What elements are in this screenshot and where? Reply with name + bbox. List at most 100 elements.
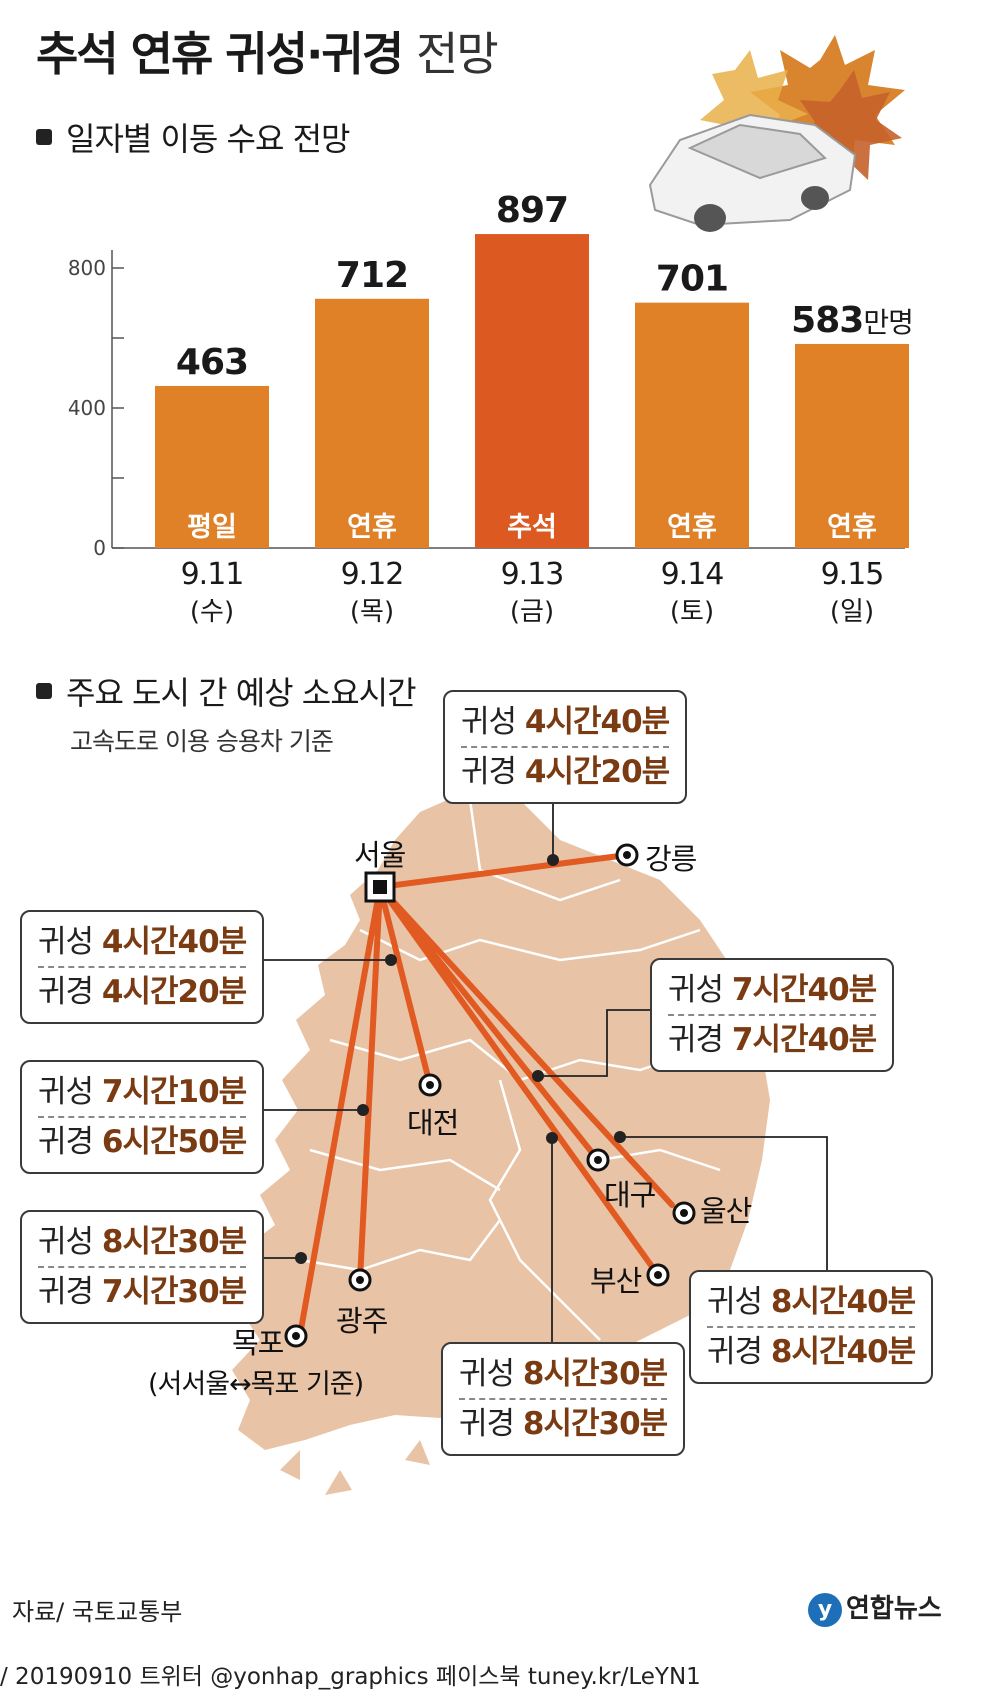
city-daegu: 대구 (604, 1178, 656, 1212)
mokpo-out-time: 8시간30분 (101, 1224, 247, 1260)
x-date-label: 9.14 (661, 557, 724, 592)
callout-busan: 귀성 8시간30분 귀경 8시간30분 (441, 1342, 686, 1456)
gangneung-out-time: 4시간40분 (524, 704, 670, 740)
x-weekday-label: (수) (190, 597, 234, 627)
x-weekday-label: (목) (350, 597, 394, 627)
unit-label: 만명 (863, 306, 913, 339)
label-out: 귀성 (38, 924, 94, 960)
bar (635, 302, 749, 548)
label-out: 귀성 (38, 1074, 94, 1110)
city-markers (284, 843, 696, 1348)
bar-value-label: 712 (336, 255, 408, 296)
city-seoul: 서울 (354, 838, 406, 872)
bar (155, 385, 269, 548)
car-leaves-illustration (648, 35, 905, 232)
city-mokpo: 목포 (232, 1326, 284, 1360)
x-date-label: 9.11 (181, 557, 244, 592)
daegu-back-time: 7시간40분 (731, 1022, 877, 1058)
bar-value-label: 897 (496, 190, 568, 231)
label-out: 귀성 (668, 972, 724, 1008)
bar-period-label: 연휴 (667, 512, 717, 543)
label-back: 귀경 (38, 1274, 94, 1310)
callout-daejeon: 귀성 4시간40분 귀경 4시간20분 (20, 910, 265, 1024)
daegu-marker-icon (586, 1148, 610, 1172)
title-light: 전망 (416, 27, 499, 81)
title-main: 추석 연휴 귀성·귀경 (36, 27, 404, 81)
y-tick-label: 800 (68, 256, 106, 280)
route-lines (297, 852, 675, 1338)
y-tick-label: 0 (93, 536, 106, 560)
label-back: 귀경 (38, 974, 94, 1010)
bar-period-label: 연휴 (347, 512, 397, 543)
daejeon-marker-icon (418, 1073, 442, 1097)
x-weekday-label: (토) (670, 597, 714, 627)
mokpo-back-time: 7시간30분 (101, 1274, 247, 1310)
busan-back-time: 8시간30분 (522, 1406, 668, 1442)
x-date-label: 9.15 (821, 557, 884, 592)
gwangju-out-time: 7시간10분 (101, 1074, 247, 1110)
bullet-square-icon (36, 683, 52, 699)
label-back: 귀경 (459, 1406, 515, 1442)
label-out: 귀성 (38, 1224, 94, 1260)
yonhap-mark-icon: y (808, 1592, 842, 1627)
bullet-square-icon (36, 129, 52, 145)
x-date-label: 9.13 (501, 557, 564, 592)
callout-daegu: 귀성 7시간40분 귀경 7시간40분 (650, 958, 895, 1072)
label-back: 귀경 (461, 754, 517, 790)
callout-gwangju: 귀성 7시간10분 귀경 6시간50분 (20, 1060, 265, 1174)
daejeon-out-time: 4시간40분 (101, 924, 247, 960)
bar (475, 234, 589, 549)
bar-period-label: 평일 (187, 512, 237, 543)
label-out: 귀성 (461, 704, 517, 740)
bar-chart: 0 400 800 평일 463 9.11 (수) 연휴 712 9.12 (목) 추석 897 9.1… (68, 190, 914, 627)
label-out: 귀성 (459, 1356, 515, 1392)
city-mokpo-note: (서서울↔목포 기준) (148, 1369, 364, 1400)
y-tick-label: 400 (68, 396, 106, 420)
city-busan: 부산 (590, 1264, 642, 1298)
callout-ulsan: 귀성 8시간40분 귀경 8시간40분 (689, 1270, 934, 1384)
busan-out-time: 8시간30분 (522, 1356, 668, 1392)
maple-leaf-icon (700, 35, 905, 180)
yonhap-name: 연합뉴스 (846, 1594, 942, 1624)
section-daily-demand-label: 일자별 이동 수요 전망 (66, 120, 350, 158)
busan-marker-icon (646, 1263, 670, 1287)
bar-period-label: 추석 (507, 512, 557, 543)
city-gangneung: 강릉 (645, 842, 697, 876)
section-travel-time-note: 고속도로 이용 승용차 기준 (70, 727, 334, 756)
label-back: 귀경 (38, 1124, 94, 1160)
section-travel-time-label: 주요 도시 간 예상 소요시간 (66, 674, 417, 712)
city-gwangju: 광주 (336, 1304, 388, 1338)
gangneung-marker-icon (615, 843, 639, 867)
section-travel-time: 주요 도시 간 예상 소요시간 (36, 668, 417, 714)
callout-gangneung: 귀성 4시간40분 귀경 4시간20분 (443, 690, 688, 804)
bar-value-label: 701 (656, 259, 728, 300)
daejeon-back-time: 4시간20분 (101, 974, 247, 1010)
route-midpoint-dots (295, 854, 626, 1264)
label-out: 귀성 (707, 1284, 763, 1320)
callout-mokpo: 귀성 8시간30분 귀경 7시간30분 (20, 1210, 265, 1324)
x-weekday-label: (일) (830, 597, 874, 627)
bar-value-label: 463 (176, 342, 248, 383)
x-date-label: 9.12 (341, 557, 404, 592)
islands (280, 1440, 430, 1495)
section-daily-demand: 일자별 이동 수요 전망 (36, 114, 350, 160)
car-icon (648, 113, 857, 232)
ulsan-out-time: 8시간40분 (770, 1284, 916, 1320)
gwangju-marker-icon (348, 1268, 372, 1292)
page-title: 추석 연휴 귀성·귀경 전망 (36, 18, 499, 84)
mokpo-marker-icon (284, 1324, 308, 1348)
ulsan-back-time: 8시간40분 (770, 1334, 916, 1370)
footer-credits: / 20190910 트위터 @yonhap_graphics 페이스북 tun… (0, 1664, 701, 1690)
yonhap-logo: y 연합뉴스 (808, 1588, 942, 1627)
city-ulsan: 울산 (700, 1194, 752, 1228)
label-back: 귀경 (668, 1022, 724, 1058)
bar-period-label: 연휴 (827, 512, 877, 543)
gwangju-back-time: 6시간50분 (101, 1124, 247, 1160)
bar-value-label: 583만명 (791, 300, 913, 341)
daegu-out-time: 7시간40분 (731, 972, 877, 1008)
city-daejeon: 대전 (407, 1106, 459, 1140)
bar (795, 343, 909, 548)
seoul-marker-icon (364, 871, 396, 903)
x-weekday-label: (금) (510, 597, 554, 627)
gangneung-back-time: 4시간20분 (524, 754, 670, 790)
